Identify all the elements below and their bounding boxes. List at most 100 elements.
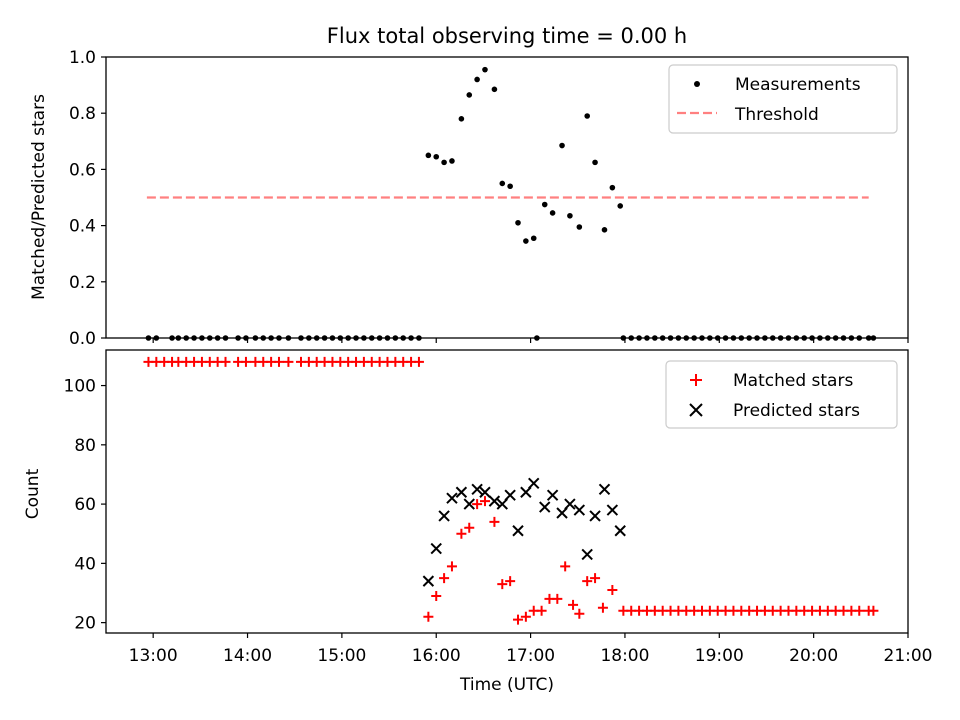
measurement-point: [601, 227, 608, 233]
measurement-point: [515, 219, 521, 226]
x-axis-label: Time (UTC): [459, 675, 554, 695]
measurement-point: [530, 235, 537, 242]
measurement-point: [567, 212, 573, 219]
matched-star-point: [513, 614, 524, 625]
x-tick-label: 16:00: [412, 646, 461, 666]
measurement-point: [576, 224, 583, 230]
bottom-legend-box: [665, 360, 898, 429]
measurement-point: [433, 153, 440, 160]
predicted-star-point: [496, 498, 508, 510]
matched-star-point: [854, 605, 865, 616]
matched-star-point: [505, 576, 516, 587]
matched-star-point: [489, 516, 500, 527]
predicted-star-point: [546, 489, 559, 501]
matched-star-point: [479, 496, 490, 507]
measurement-point: [491, 86, 498, 93]
x-tick-label: 21:00: [884, 646, 933, 666]
top-x-ticks: [152, 338, 909, 343]
top-plot-marks: [145, 66, 877, 341]
predicted-star-point: [573, 504, 586, 516]
top-y-tick-label: 0.2: [69, 273, 96, 293]
bottom-x-ticks: 13:00 14:00 15:00 16:00 17:00 18:00 19:00 20:00…: [129, 633, 933, 666]
bottom-legend: Matched stars Predicted stars: [665, 360, 898, 429]
matched-star-point: [464, 522, 475, 533]
predicted-star-point: [598, 483, 611, 495]
matched-star-point: [536, 605, 547, 616]
measurement-point: [466, 92, 473, 98]
predicted-star-point: [606, 504, 619, 516]
bottom-plot-marks: [143, 356, 879, 625]
measurement-point: [609, 184, 616, 191]
legend-measurements-label: Measurements: [735, 75, 861, 95]
top-panel: 0.0 0.2 0.4 0.6 0.8 1.0 Matched/Predicted sta…: [29, 48, 909, 349]
bottom-y-tick-label: 20: [74, 614, 96, 634]
legend-threshold-label: Threshold: [734, 105, 819, 125]
predicted-star-point: [446, 492, 458, 504]
measurement-point: [425, 152, 432, 159]
measurement-point: [617, 203, 624, 209]
predicted-star-point: [463, 498, 475, 510]
predicted-star-point: [589, 510, 601, 522]
x-tick-label: 13:00: [129, 646, 178, 666]
matched-star-point: [220, 356, 231, 367]
predicted-star-point: [479, 486, 491, 498]
measurement-point: [592, 159, 598, 166]
measurement-point: [549, 210, 556, 216]
predicted-star-point: [556, 507, 568, 519]
top-y-tick-label: 0.4: [69, 217, 96, 237]
measurement-point: [507, 183, 513, 190]
measurement-point: [458, 116, 465, 122]
top-y-tick-label: 0.0: [69, 329, 96, 349]
matched-star-point: [868, 605, 879, 616]
legend-predicted-label: Predicted stars: [733, 401, 860, 421]
x-tick-label: 14:00: [223, 646, 272, 666]
top-y-tick-label: 0.6: [69, 160, 96, 180]
bottom-y-axis-label: Count: [23, 468, 43, 519]
matched-star-point: [560, 561, 571, 572]
measurement-point: [474, 76, 480, 83]
legend-matched-label: Matched stars: [733, 371, 853, 391]
bottom-panel: 20 40 60 80 100 13:00 14:00 15:00 16:00 17:00 18:…: [23, 349, 933, 695]
x-tick-label: 20:00: [789, 646, 838, 666]
x-tick-label: 17:00: [506, 646, 555, 666]
x-tick-label: 15:00: [317, 646, 366, 666]
matched-star-point: [439, 573, 450, 584]
predicted-star-point: [520, 486, 532, 498]
x-tick-label: 18:00: [600, 646, 649, 666]
predicted-star-point: [614, 525, 626, 537]
matched-star-point: [431, 590, 442, 601]
bottom-y-ticks: 20 40 60 80 100: [64, 377, 106, 634]
chart-title: Flux total observing time = 0.00 h: [327, 24, 687, 48]
top-legend: Measurements Threshold: [668, 64, 898, 134]
top-y-ticks: 0.0 0.2 0.4 0.6 0.8 1.0: [69, 48, 106, 349]
predicted-star-point: [471, 483, 483, 495]
x-tick-label: 19:00: [695, 646, 744, 666]
matched-star-point: [552, 593, 563, 604]
measurement-point: [482, 66, 488, 73]
predicted-star-point: [455, 486, 468, 498]
measurement-point: [559, 142, 565, 149]
matched-star-point: [456, 528, 467, 539]
matched-star-point: [568, 599, 579, 610]
bottom-y-tick-label: 100: [64, 377, 96, 397]
matched-star-point: [590, 573, 601, 584]
bottom-y-tick-label: 60: [74, 495, 96, 515]
predicted-star-point: [564, 498, 576, 510]
legend-matched-marker: [690, 374, 702, 386]
matched-star-point: [497, 579, 508, 590]
legend-measurements-marker: [694, 81, 700, 87]
matched-star-point: [582, 576, 593, 587]
top-legend-box: [668, 64, 898, 134]
matched-star-point: [597, 602, 608, 613]
bottom-axes-frame: [105, 349, 909, 634]
matched-star-point: [446, 561, 457, 572]
matched-star-point: [472, 499, 483, 510]
top-y-tick-label: 0.8: [69, 104, 96, 124]
bottom-y-tick-label: 40: [74, 554, 96, 574]
predicted-star-point: [430, 542, 442, 555]
bottom-y-tick-label: 80: [74, 436, 96, 456]
predicted-star-point: [438, 510, 450, 522]
matched-star-point: [413, 356, 424, 367]
matched-star-point: [240, 356, 251, 367]
